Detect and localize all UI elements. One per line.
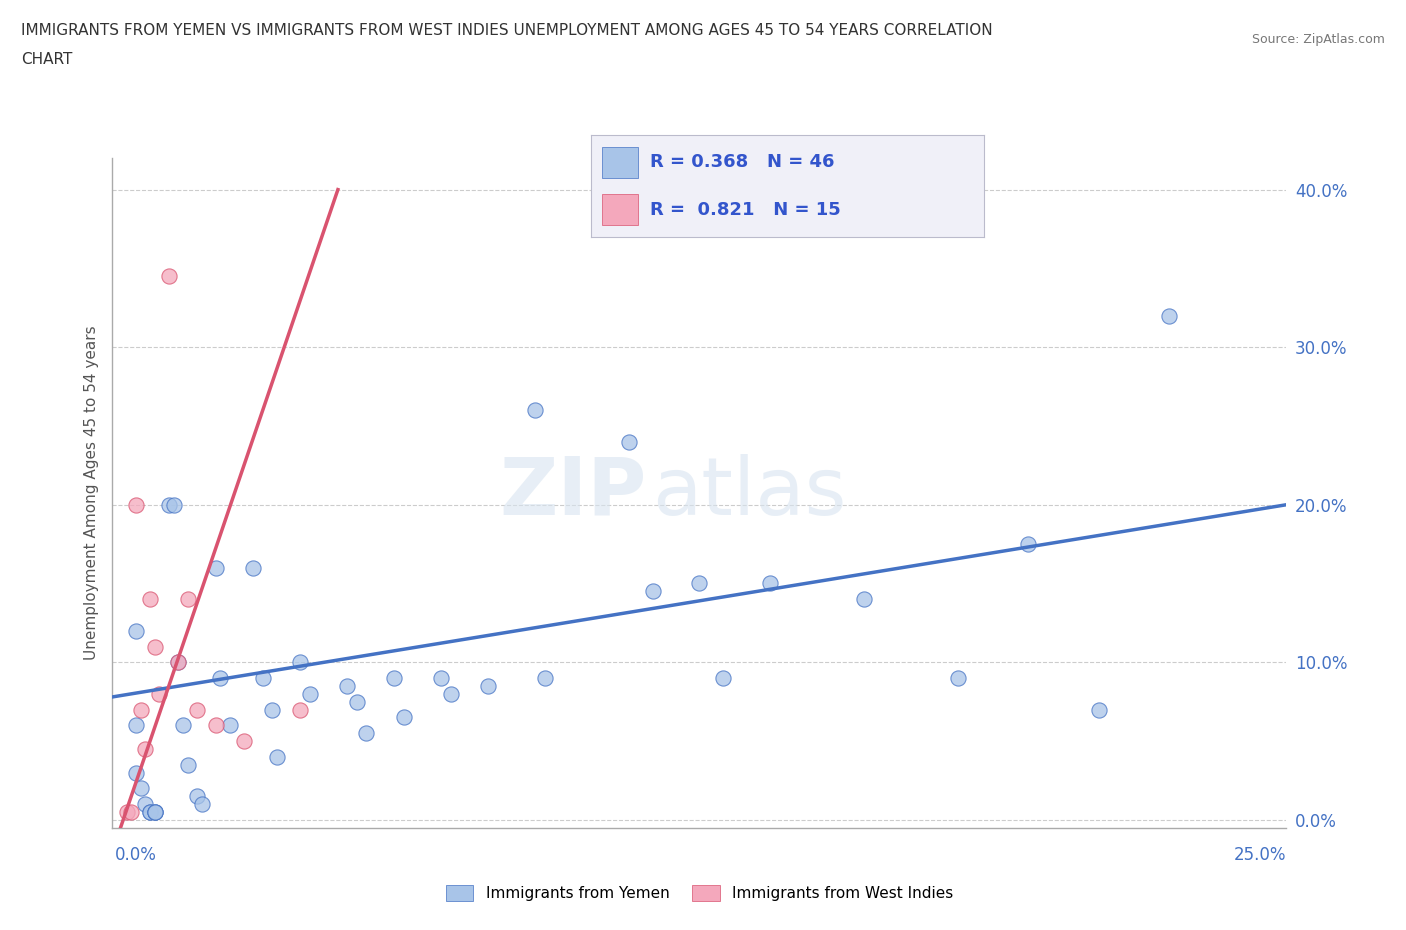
Point	[1087, 702, 1109, 717]
Point	[262, 702, 284, 717]
Point	[1159, 308, 1181, 323]
Text: Source: ZipAtlas.com: Source: ZipAtlas.com	[1251, 33, 1385, 46]
Point	[209, 671, 232, 685]
Text: R =  0.821   N = 15: R = 0.821 N = 15	[650, 201, 841, 219]
Point	[759, 576, 782, 591]
Point	[711, 671, 734, 685]
Point	[430, 671, 453, 685]
Point	[143, 804, 166, 819]
Point	[298, 686, 321, 701]
Point	[233, 734, 256, 749]
Point	[190, 797, 212, 812]
Point	[167, 655, 190, 670]
Point	[115, 804, 138, 819]
Point	[336, 679, 359, 694]
Text: CHART: CHART	[21, 52, 73, 67]
Point	[946, 671, 969, 685]
Point	[139, 804, 162, 819]
Text: ZIP: ZIP	[499, 454, 647, 532]
Point	[125, 718, 148, 733]
Point	[143, 639, 166, 654]
Text: 25.0%: 25.0%	[1234, 846, 1286, 864]
Point	[176, 591, 198, 606]
Point	[186, 702, 208, 717]
Point	[204, 718, 226, 733]
Point	[129, 781, 152, 796]
FancyBboxPatch shape	[602, 147, 638, 178]
Point	[477, 679, 499, 694]
Point	[382, 671, 405, 685]
Point	[125, 623, 148, 638]
Point	[439, 686, 461, 701]
Point	[533, 671, 555, 685]
Point	[392, 710, 415, 724]
Point	[290, 702, 312, 717]
Point	[139, 804, 162, 819]
Point	[176, 757, 198, 772]
Point	[242, 560, 264, 575]
Point	[157, 498, 180, 512]
Point	[354, 725, 377, 740]
Point	[252, 671, 274, 685]
Point	[162, 498, 184, 512]
Legend: Immigrants from Yemen, Immigrants from West Indies: Immigrants from Yemen, Immigrants from W…	[440, 879, 959, 907]
Point	[641, 584, 664, 599]
Point	[266, 750, 288, 764]
FancyBboxPatch shape	[602, 194, 638, 225]
Point	[346, 694, 368, 709]
Point	[852, 591, 875, 606]
Point	[290, 655, 312, 670]
Point	[172, 718, 194, 733]
Point	[218, 718, 242, 733]
Text: 0.0%: 0.0%	[115, 846, 157, 864]
Point	[688, 576, 710, 591]
Point	[129, 702, 152, 717]
Point	[125, 498, 148, 512]
Text: R = 0.368   N = 46: R = 0.368 N = 46	[650, 153, 834, 171]
Point	[617, 434, 640, 449]
Point	[157, 269, 180, 284]
Text: atlas: atlas	[652, 454, 846, 532]
Point	[134, 741, 156, 756]
Point	[120, 804, 142, 819]
Y-axis label: Unemployment Among Ages 45 to 54 years: Unemployment Among Ages 45 to 54 years	[83, 326, 98, 660]
Point	[148, 686, 170, 701]
Point	[143, 804, 166, 819]
Text: IMMIGRANTS FROM YEMEN VS IMMIGRANTS FROM WEST INDIES UNEMPLOYMENT AMONG AGES 45 : IMMIGRANTS FROM YEMEN VS IMMIGRANTS FROM…	[21, 23, 993, 38]
Point	[134, 797, 156, 812]
Point	[204, 560, 226, 575]
Point	[186, 789, 208, 804]
Point	[167, 655, 190, 670]
Point	[139, 591, 162, 606]
Point	[125, 765, 148, 780]
Point	[143, 804, 166, 819]
Point	[1017, 537, 1039, 551]
Point	[524, 403, 547, 418]
